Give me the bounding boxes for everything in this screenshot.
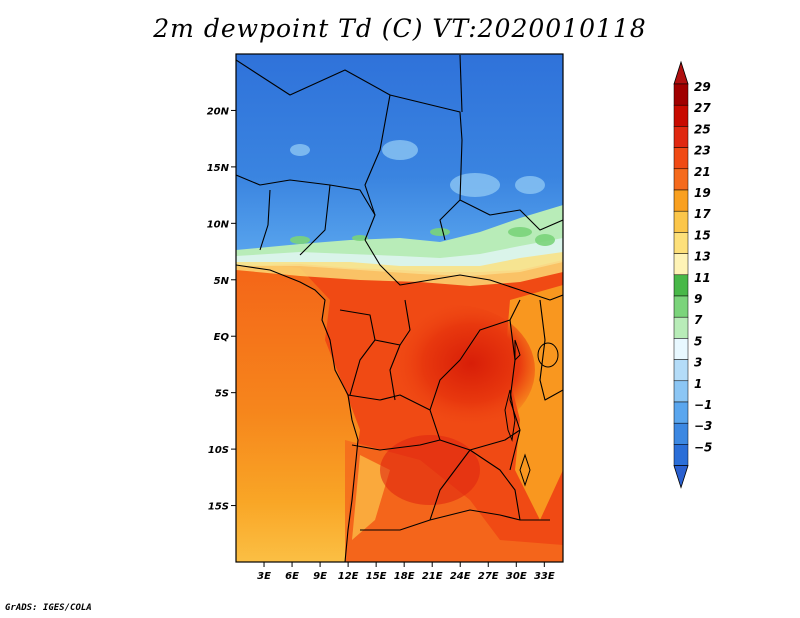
colorbar-label: −1 — [694, 398, 712, 412]
colorbar-swatch — [673, 401, 689, 424]
colorbar-swatch — [673, 274, 689, 297]
lat-tick-label: 10N — [207, 219, 230, 230]
colorbar-label: 5 — [694, 334, 702, 348]
colorbar-swatch — [673, 232, 689, 254]
lon-tick-label: 3E — [257, 571, 271, 582]
lon-tick-label: 12E — [338, 571, 359, 582]
namibia-dry-field — [352, 455, 390, 540]
lat-tick-label: 5S — [215, 389, 229, 400]
colorbar-label: −5 — [694, 440, 712, 454]
angola-warm-field — [380, 435, 480, 505]
colorbar-swatch — [673, 359, 689, 382]
lon-tick-label: 33E — [534, 571, 555, 582]
colorbar-label: 9 — [694, 292, 702, 306]
lon-tick-label: 9E — [313, 571, 327, 582]
colorbar-swatch — [673, 104, 689, 127]
colorbar-swatch — [673, 316, 689, 339]
sahel-warm-edge-field — [236, 252, 563, 286]
colorbar-swatch — [673, 147, 689, 170]
colorbar-label: 19 — [694, 186, 711, 200]
colorbar-swatch — [673, 189, 689, 212]
colorbar-label: 1 — [694, 377, 702, 391]
colorbar-swatch — [673, 253, 689, 276]
colorbar-swatch — [673, 295, 689, 318]
colorbar-top-cap — [673, 60, 689, 85]
longitude-axis: 3E 6E 9E 12E 15E 18E 21E 24E 27E 30E 33E — [257, 562, 555, 582]
colorbar-label: 29 — [694, 80, 711, 94]
colorbar-label: 7 — [694, 313, 703, 327]
latitude-axis: 20N 15N 10N 5N EQ 5S 10S 15S — [207, 106, 236, 513]
lakes — [504, 339, 559, 487]
colorbar-label: 25 — [694, 122, 711, 136]
colorbar-label: 21 — [694, 165, 711, 179]
lat-tick-label: 20N — [207, 106, 230, 117]
atlantic-ocean-field — [236, 262, 360, 562]
lon-tick-label: 27E — [478, 571, 499, 582]
colorbar-swatch — [673, 83, 689, 106]
colorbar-swatch — [673, 168, 689, 191]
colorbar-label: 3 — [694, 356, 702, 370]
colorbar-swatch — [673, 380, 689, 403]
colorbar: 29 27 25 23 21 19 17 15 13 11 9 7 5 3 1 −1 −3 −5 — [673, 60, 712, 489]
country-boundaries — [236, 54, 563, 562]
colorbar-label: 17 — [694, 207, 711, 221]
colorbar-label: 23 — [694, 144, 711, 158]
map-field-area — [236, 54, 563, 562]
lon-tick-label: 6E — [285, 571, 299, 582]
colorbar-bottom-cap — [673, 465, 689, 489]
colorbar-label: −3 — [694, 419, 712, 433]
lon-tick-label: 30E — [506, 571, 527, 582]
lon-tick-label: 24E — [450, 571, 471, 582]
colorbar-swatch — [673, 444, 689, 466]
lat-tick-label: EQ — [214, 332, 230, 343]
colorbar-label: 27 — [694, 101, 711, 115]
map-title: 2m dewpoint Td (C) VT:2020010118 — [153, 14, 647, 43]
lon-tick-label: 15E — [366, 571, 387, 582]
colorbar-swatch — [673, 126, 689, 148]
colorbar-label: 11 — [694, 271, 711, 285]
northern-light-patches — [290, 140, 545, 197]
colorbar-swatch — [673, 210, 689, 233]
footer-credit: GrADS: IGES/COLA — [5, 603, 92, 613]
lon-tick-label: 21E — [422, 571, 443, 582]
map-frame — [235, 53, 564, 563]
lat-tick-label: 15N — [207, 163, 230, 174]
lat-tick-label: 15S — [208, 502, 229, 513]
lat-tick-label: 10S — [208, 445, 229, 456]
lon-tick-label: 18E — [394, 571, 415, 582]
colorbar-label: 13 — [694, 250, 711, 264]
lat-tick-label: 5N — [214, 276, 230, 287]
colorbar-label: 15 — [694, 228, 711, 242]
colorbar-swatch — [673, 422, 689, 445]
colorbar-swatch — [673, 338, 689, 360]
moist-patches — [290, 227, 555, 246]
